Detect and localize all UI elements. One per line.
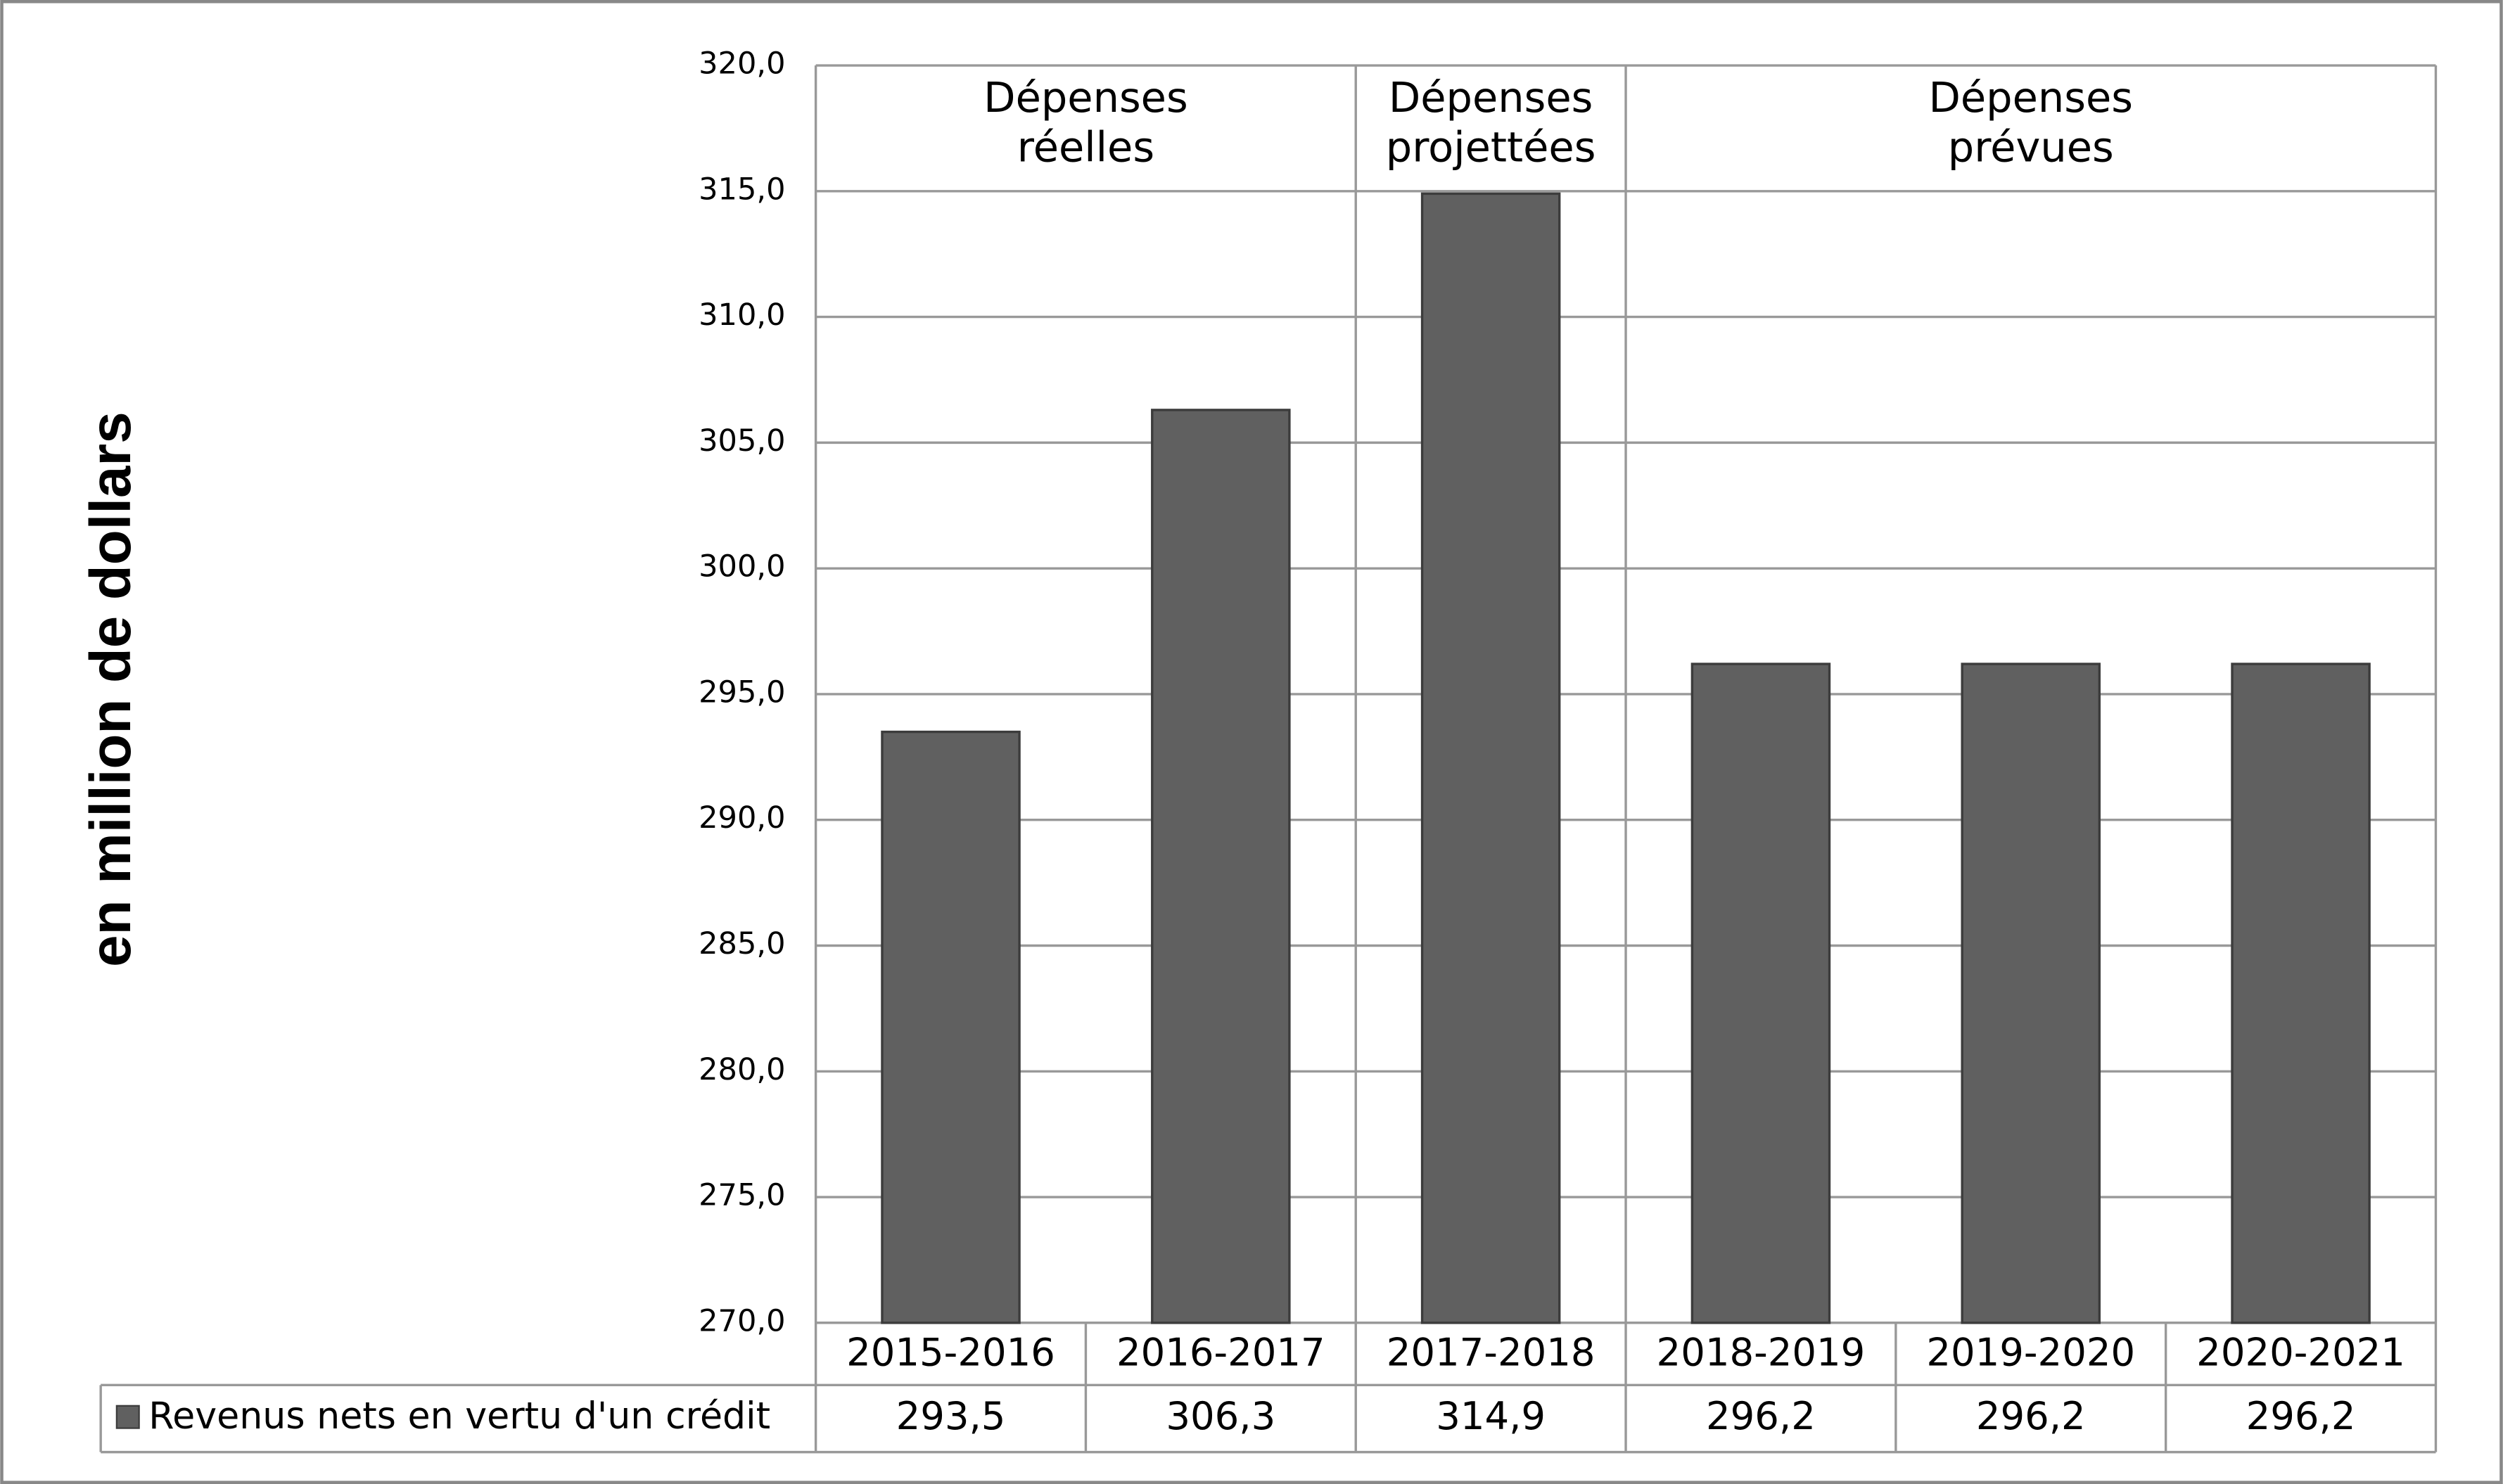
value-label: 296,2 [1976, 1393, 2086, 1438]
y-tick-label: 270,0 [699, 1303, 785, 1338]
y-tick-label: 315,0 [699, 172, 785, 207]
y-tick-label: 310,0 [699, 298, 785, 333]
x-tick-label: 2016-2017 [1116, 1329, 1325, 1374]
bar [881, 730, 1021, 1324]
group-label: réelles [1017, 122, 1154, 171]
y-tick-label: 305,0 [699, 423, 785, 459]
bar [1151, 409, 1291, 1324]
legend-swatch [115, 1405, 140, 1429]
bar [2231, 663, 2371, 1324]
x-tick-label: 2020-2021 [2196, 1329, 2405, 1374]
bar [1961, 663, 2101, 1324]
x-tick-label: 2019-2020 [1926, 1329, 2135, 1374]
bar [1690, 663, 1831, 1324]
value-label: 296,2 [1706, 1393, 1816, 1438]
group-label: projettées [1386, 122, 1596, 171]
value-label: 314,9 [1436, 1393, 1546, 1438]
value-label: 306,3 [1166, 1393, 1275, 1438]
group-label: Dépenses [1389, 73, 1593, 122]
y-tick-label: 280,0 [699, 1052, 785, 1087]
x-tick-label: 2018-2019 [1657, 1329, 1866, 1374]
legend-label: Revenus nets en vertu d'un crédit [148, 1395, 770, 1438]
y-tick-label: 295,0 [699, 674, 785, 710]
x-tick-label: 2017-2018 [1387, 1329, 1596, 1374]
y-tick-label: 290,0 [699, 800, 785, 836]
x-tick-label: 2015-2016 [846, 1329, 1055, 1374]
y-tick-label: 320,0 [699, 46, 785, 82]
bar [1420, 192, 1561, 1324]
group-label: Dépenses [983, 73, 1188, 122]
group-label: Dépenses [1929, 73, 2134, 122]
y-tick-label: 285,0 [699, 926, 785, 961]
value-label: 293,5 [896, 1393, 1006, 1438]
value-label: 296,2 [2246, 1393, 2356, 1438]
group-label: prévues [1948, 122, 2114, 171]
y-tick-label: 275,0 [699, 1178, 785, 1213]
y-tick-label: 300,0 [699, 549, 785, 584]
y-axis-label: en million de dollars [79, 411, 143, 966]
